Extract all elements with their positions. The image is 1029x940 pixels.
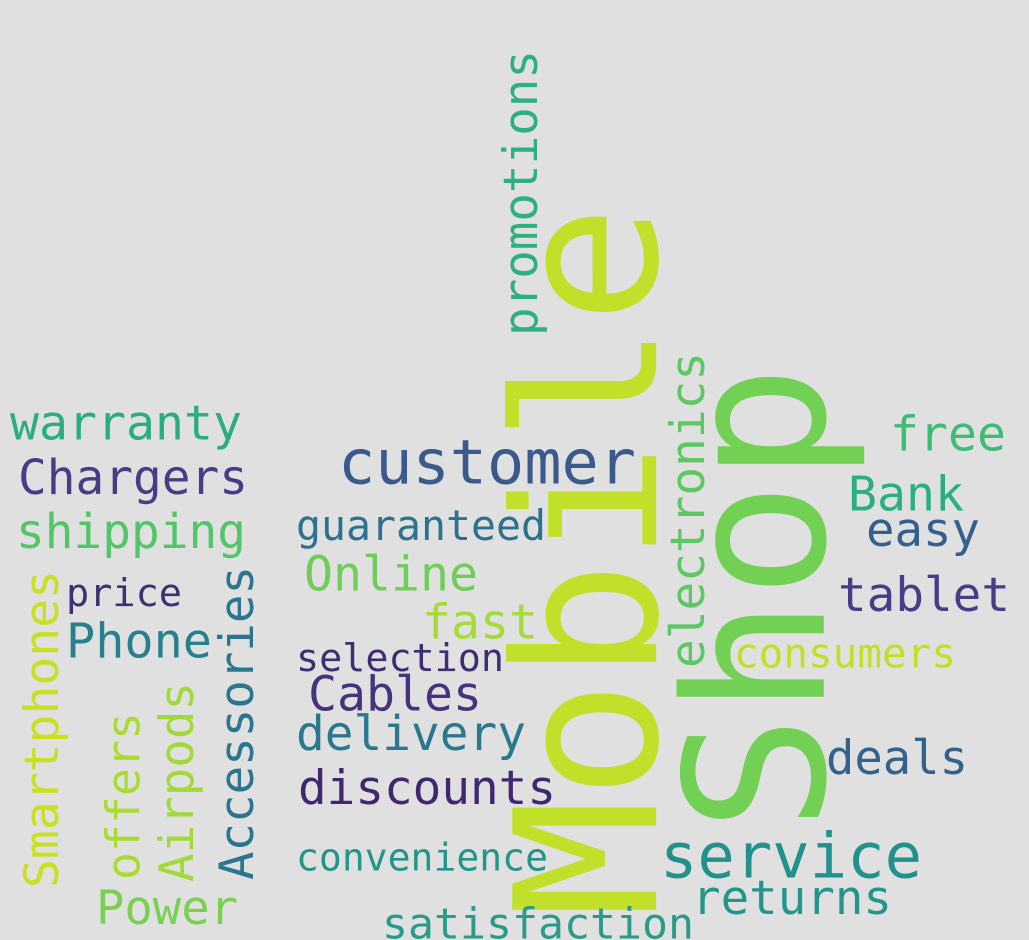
word-selection: selection (296, 636, 504, 681)
word-mobile: Mobile (473, 205, 703, 918)
word-cables: Cables (308, 666, 482, 722)
word-consumers: consumers (734, 630, 956, 678)
word-free: free (890, 406, 1006, 462)
word-delivery: delivery (296, 707, 526, 762)
word-service: service (660, 819, 922, 892)
word-electronics: electronics (661, 352, 716, 668)
word-customer: customer (338, 426, 636, 498)
word-price: price (66, 571, 182, 616)
word-shop: Shop (644, 365, 870, 832)
word-deals: deals (826, 731, 968, 786)
word-discounts: discounts (298, 761, 556, 816)
word-chargers: Chargers (18, 451, 248, 506)
word-offers: offers (97, 712, 151, 880)
word-fast: fast (422, 594, 538, 650)
word-tablet: tablet (838, 568, 1010, 623)
word-easy: easy (866, 503, 980, 558)
word-returns: returns (692, 871, 892, 926)
word-phone: Phone (66, 614, 212, 670)
word-bank: Bank (848, 466, 964, 522)
word-accessories: Accessories (210, 566, 265, 880)
word-online: Online (304, 546, 478, 602)
word-airpods: Airpods (150, 682, 205, 882)
word-smartphones: Smartphones (15, 570, 70, 888)
word-shipping: shipping (16, 505, 246, 560)
word-convenience: convenience (296, 836, 548, 880)
word-promotions: promotions (494, 50, 549, 336)
word-warranty: warranty (10, 395, 242, 451)
word-power: Power (96, 881, 238, 936)
word-guaranteed: guaranteed (296, 501, 546, 550)
word-satisfaction: satisfaction (382, 900, 694, 940)
